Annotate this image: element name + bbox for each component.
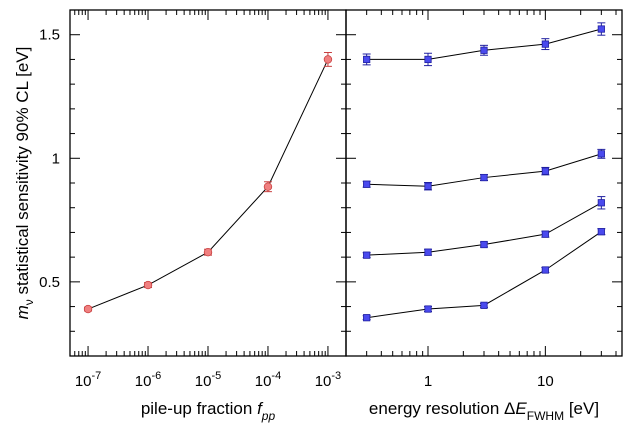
x-tick-label: 10 (537, 373, 554, 390)
data-point (597, 25, 605, 33)
x-tick-label: 10-7 (75, 370, 101, 390)
data-point (424, 55, 432, 64)
x-tick-label: 10-4 (255, 370, 281, 390)
x-tick-label: 10-5 (195, 370, 221, 390)
data-point (541, 40, 549, 48)
data-point (480, 46, 488, 54)
data-point (480, 301, 488, 309)
panel-left: 10-7 10-6 10-5 10-4 10-3 0.5 1 1.5 pile-up fract… (13, 9, 347, 423)
data-point (363, 55, 371, 64)
data-point (143, 280, 153, 290)
y-axis-label: mν statistical sensitivity 90% CL [eV] (13, 47, 36, 320)
y-tick-label: 1.5 (39, 27, 60, 44)
data-point (363, 314, 371, 322)
data-point (541, 230, 549, 238)
data-point (263, 182, 273, 191)
data-point (363, 251, 371, 259)
data-point (83, 304, 93, 314)
data-point (363, 180, 371, 188)
data-point (597, 150, 605, 158)
y-tick-label: 1 (52, 150, 60, 167)
data-point (480, 240, 488, 249)
data-point (424, 248, 432, 256)
data-point (323, 55, 333, 64)
series-line-left-0 (87, 59, 329, 310)
data-point (424, 305, 432, 313)
data-point (203, 247, 213, 257)
y-tick-label: 0.5 (39, 274, 60, 291)
panel-right: 1 10 energy resolution ΔEFWHM [eV] (345, 9, 623, 423)
data-point (424, 182, 432, 190)
data-point (597, 228, 605, 236)
x-axis-label-left: pile-up fraction fpp (141, 399, 276, 423)
data-point (541, 266, 549, 274)
x-axis-label-right: energy resolution ΔEFWHM [eV] (369, 399, 599, 423)
x-tick-label: 1 (424, 373, 432, 390)
data-point (480, 173, 488, 182)
data-point (541, 167, 549, 175)
x-tick-label: 10-3 (315, 370, 341, 390)
x-tick-label: 10-6 (135, 370, 161, 390)
plot-frame-left (69, 9, 347, 357)
series-line-right-1 (366, 153, 602, 187)
data-point (597, 199, 605, 207)
